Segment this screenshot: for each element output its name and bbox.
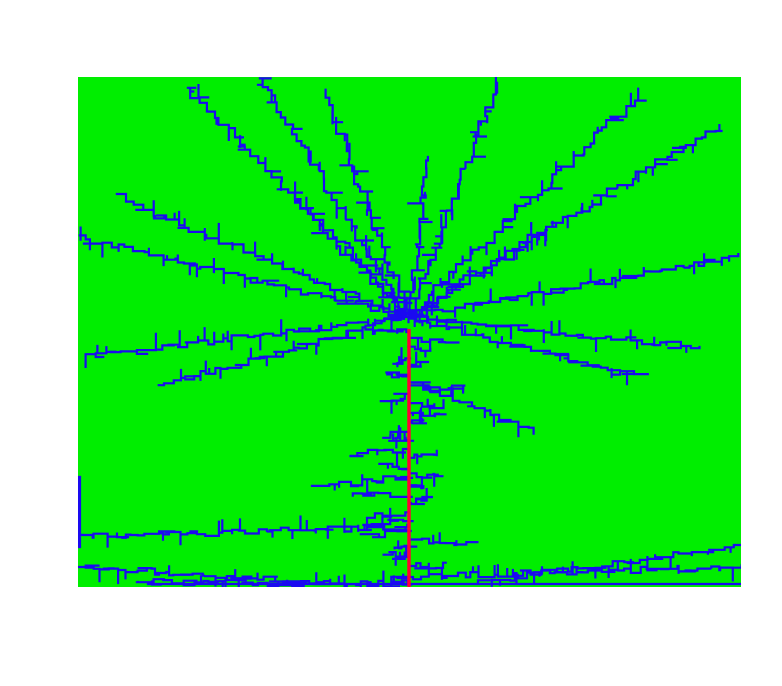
branch-path [78,77,741,587]
blue-branch-network [78,77,741,587]
plot-area [78,77,741,587]
fractal-tree-image [78,77,741,587]
